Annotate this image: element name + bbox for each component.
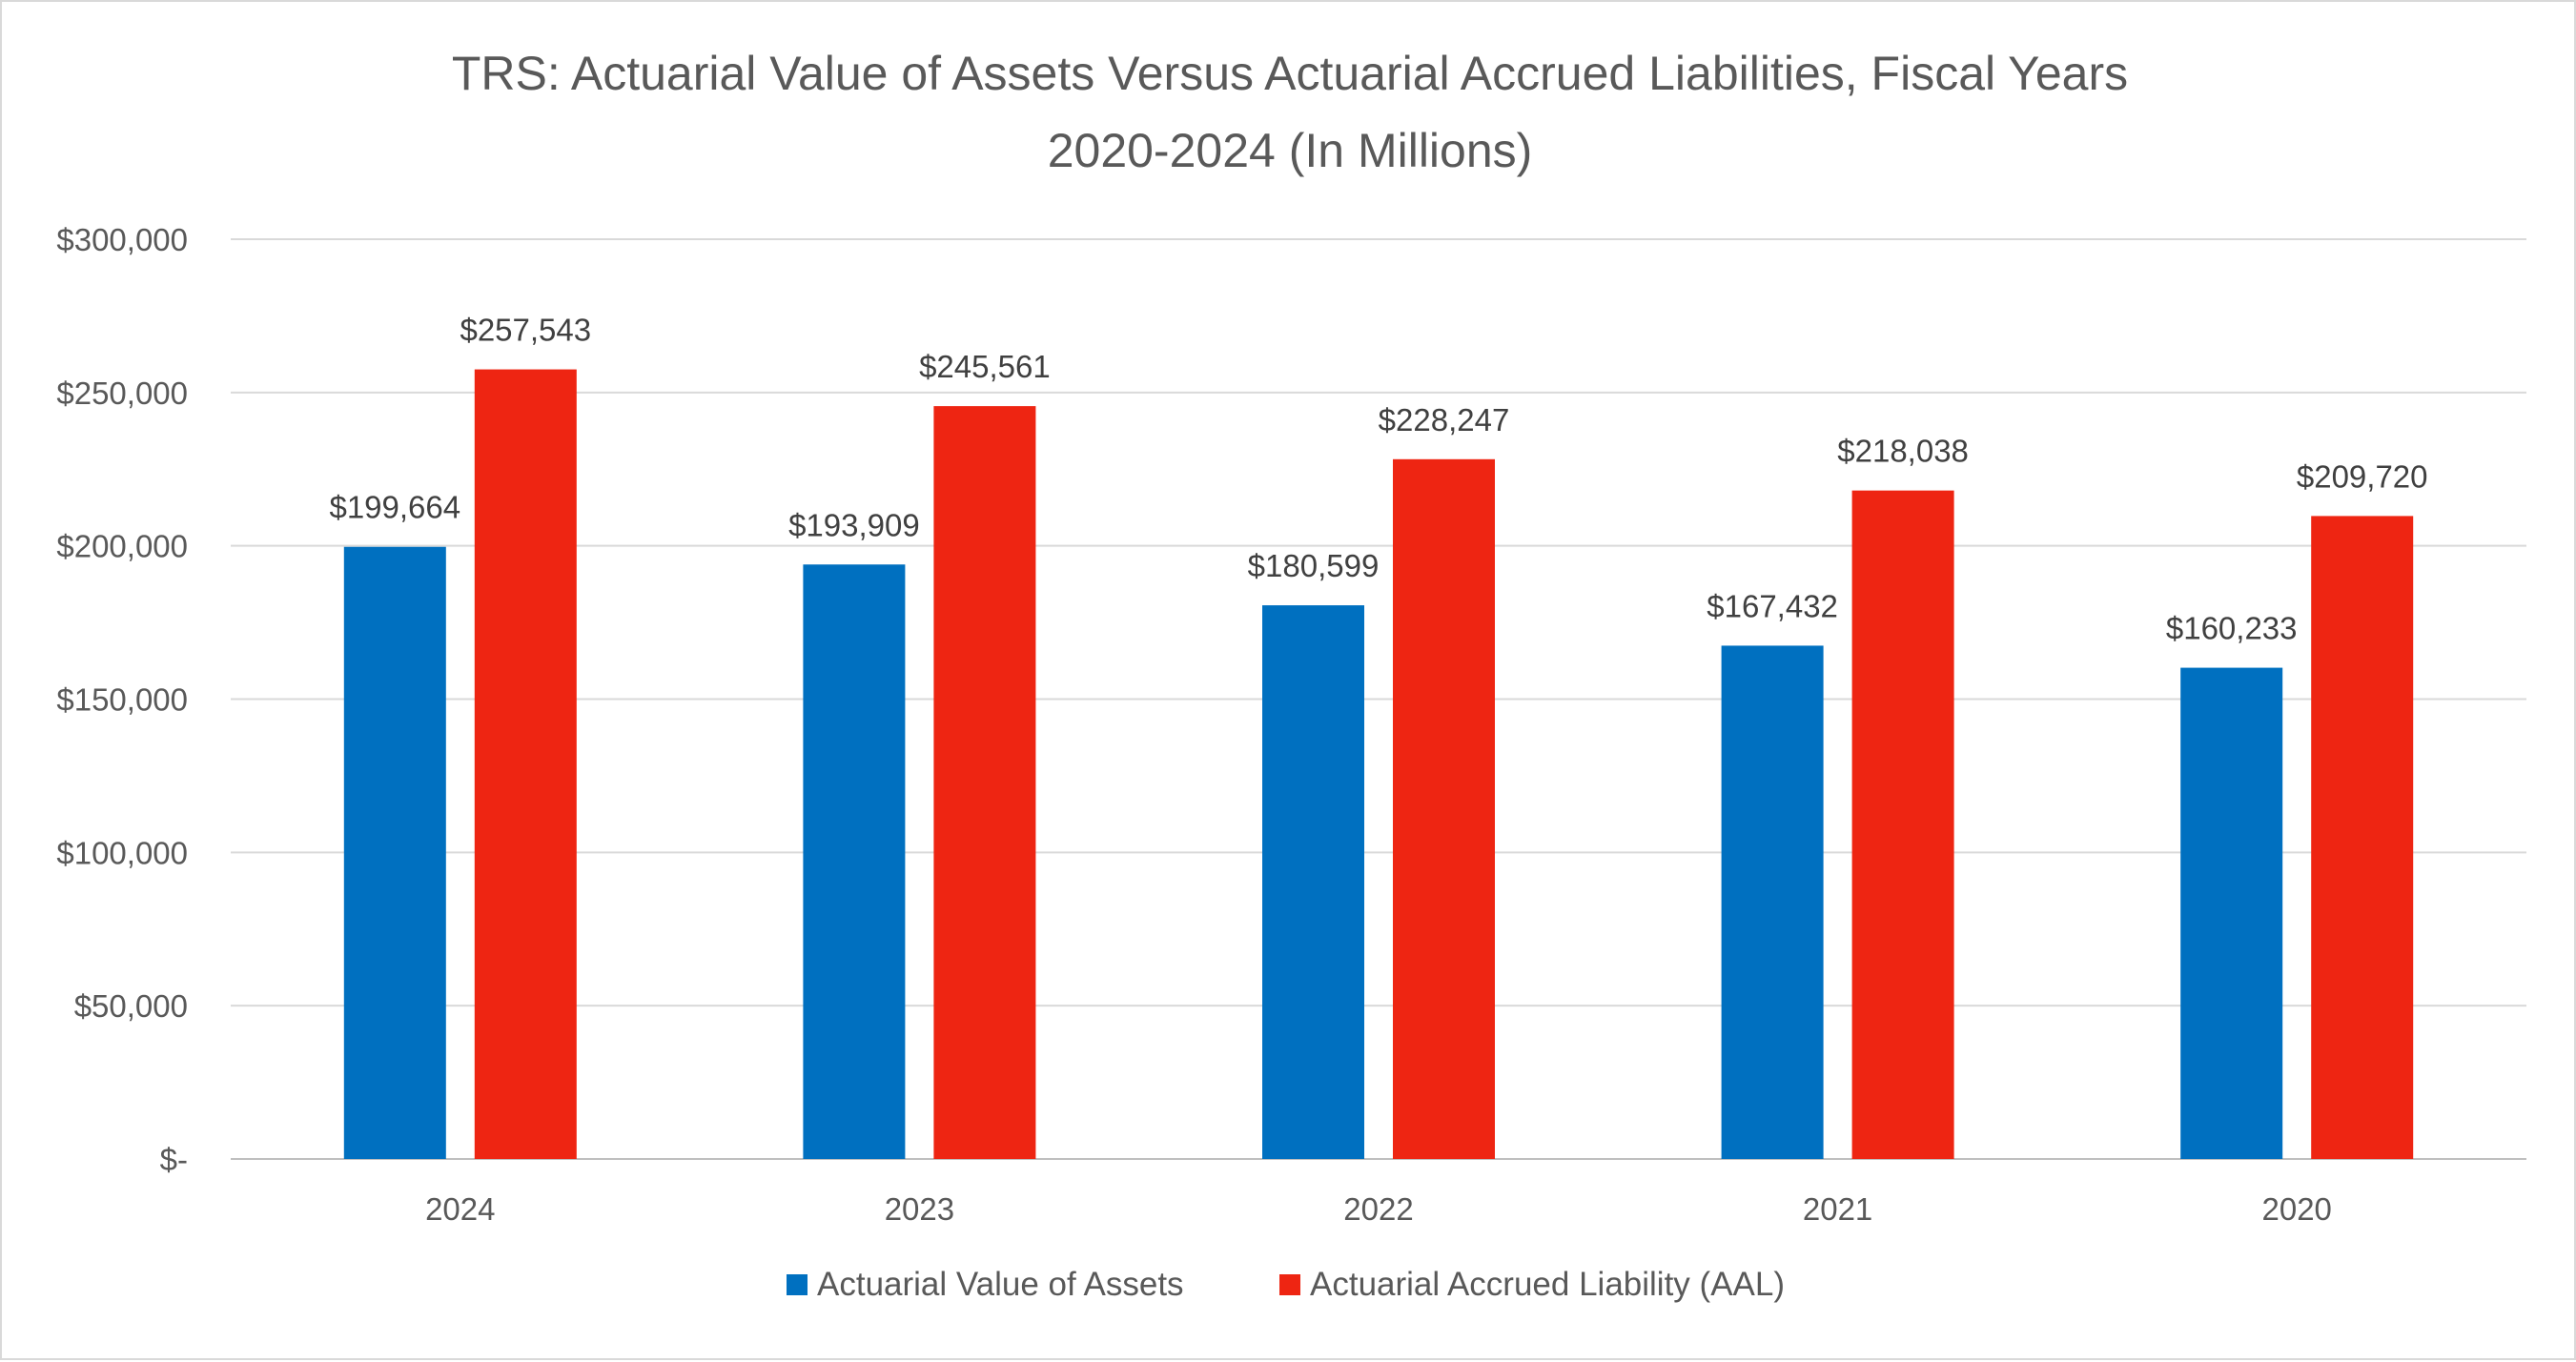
gridlines — [231, 238, 2526, 1160]
bar-assets-2022 — [1262, 605, 1364, 1159]
y-tick-label: $50,000 — [74, 988, 188, 1024]
x-tick-label: 2022 — [1343, 1191, 1413, 1227]
bars — [343, 369, 2414, 1159]
data-label: $257,543 — [460, 313, 591, 348]
data-label: $209,720 — [2297, 458, 2428, 494]
y-tick-label: $250,000 — [56, 376, 188, 411]
bar-assets-2023 — [803, 564, 906, 1159]
legend-label: Actuarial Value of Assets — [817, 1266, 1184, 1303]
x-tick-label: 2021 — [1803, 1191, 1872, 1227]
data-labels: $199,664 $257,543 $193,909 $245,561 $180,599… — [329, 313, 2427, 646]
x-axis-tick-labels: 2024 2023 2022 2021 2020 — [425, 1191, 2332, 1227]
bar-assets-2024 — [343, 546, 446, 1159]
data-label: $245,561 — [919, 349, 1051, 384]
chart-title-line: TRS: Actuarial Value of Assets Versus Ac… — [452, 47, 2128, 100]
y-tick-label: $300,000 — [56, 222, 188, 257]
y-tick-label: $150,000 — [56, 682, 188, 718]
legend-label: Actuarial Accrued Liability (AAL) — [1310, 1266, 1785, 1303]
bar-liability-2021 — [1851, 490, 1954, 1159]
legend: Actuarial Value of Assets Actuarial Accru… — [787, 1266, 1785, 1303]
bar-assets-2021 — [1721, 645, 1824, 1159]
y-tick-label: $200,000 — [56, 529, 188, 564]
bar-liability-2020 — [2311, 516, 2414, 1159]
chart-title: TRS: Actuarial Value of Assets Versus Ac… — [452, 47, 2128, 177]
legend-swatch — [1279, 1274, 1300, 1295]
data-label: $218,038 — [1837, 434, 1969, 469]
data-label: $228,247 — [1379, 402, 1510, 437]
bar-assets-2020 — [2180, 667, 2283, 1159]
x-tick-label: 2023 — [885, 1191, 954, 1227]
data-label: $193,909 — [788, 507, 920, 542]
data-label: $180,599 — [1248, 548, 1380, 583]
data-label: $199,664 — [329, 490, 460, 525]
y-axis-tick-labels: $- $50,000 $100,000 $150,000 $200,000 $250,00… — [56, 222, 188, 1177]
x-tick-label: 2020 — [2261, 1191, 2331, 1227]
chart-title-line: 2020-2024 (In Millions) — [1048, 124, 1533, 177]
data-label: $167,432 — [1707, 588, 1838, 623]
data-label: $160,233 — [2166, 611, 2298, 646]
x-tick-label: 2024 — [425, 1191, 495, 1227]
y-tick-label: $100,000 — [56, 835, 188, 870]
legend-swatch — [787, 1274, 808, 1295]
y-tick-label: $- — [160, 1142, 188, 1177]
bar-liability-2024 — [474, 369, 577, 1159]
bar-liability-2022 — [1393, 458, 1495, 1159]
bar-liability-2023 — [933, 406, 1036, 1159]
